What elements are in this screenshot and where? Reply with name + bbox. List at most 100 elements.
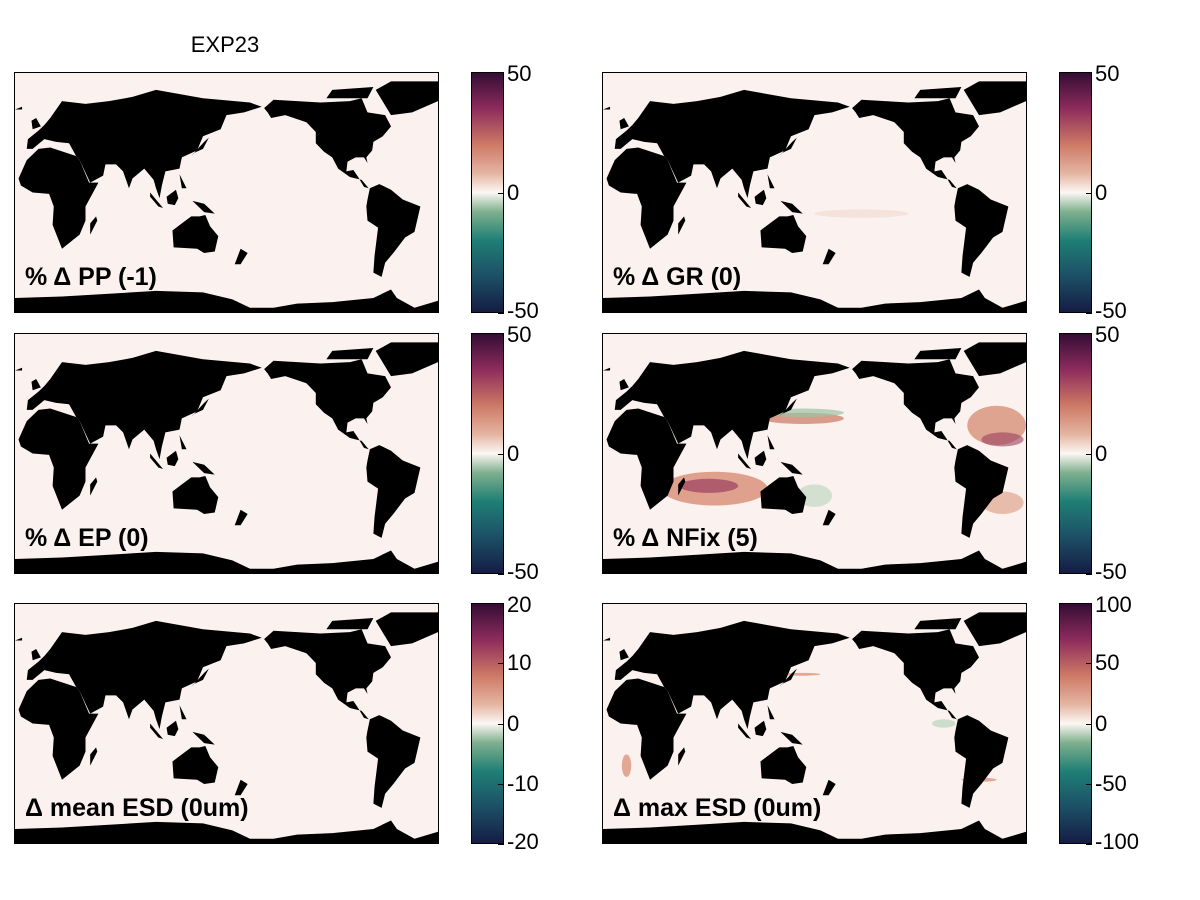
colorbar-tick (1086, 603, 1092, 604)
landmass-arctic (914, 87, 962, 99)
landmass-antarctica (15, 289, 438, 312)
world-map (15, 342, 438, 573)
landmass-namerica (852, 98, 979, 189)
landmass-newguinea (192, 461, 215, 475)
world-map (15, 612, 438, 843)
landmass-borneo (754, 450, 767, 467)
landmass-australia (760, 475, 807, 514)
landmass-africa (606, 678, 687, 780)
colorbar-tick (498, 313, 504, 314)
landmass-japan (191, 668, 209, 687)
landmass-greenland (963, 612, 1026, 647)
landmass-antarctica (603, 820, 1026, 843)
landmass-borneo (166, 450, 179, 467)
landmass-samerica (954, 445, 1009, 538)
colorbar-tick-label: 50 (1095, 322, 1120, 347)
landmass-madagascar (678, 216, 686, 235)
landmass-arctic (326, 87, 374, 99)
landmass-arctic (914, 618, 962, 630)
landmass-newguinea (192, 200, 215, 214)
anomaly-region (621, 754, 632, 777)
colorbar-tick-label: 50 (507, 322, 532, 347)
colorbar-tick-label: 0 (1095, 440, 1108, 466)
landmass-africa (18, 147, 99, 249)
colorbar-tick (1086, 844, 1092, 845)
map-panel: Δ mean ESD (0um) (14, 603, 439, 844)
colorbar-tick (1086, 313, 1092, 314)
colorbar-tick (1086, 333, 1092, 334)
colorbar-tick-label: -50 (1095, 298, 1127, 323)
landmass-iceland (603, 106, 611, 110)
colorbar-tick-label: 0 (507, 179, 520, 205)
landmass-eurasia (26, 620, 262, 730)
colorbar-tick (498, 333, 504, 334)
colorbar-tick-label: 100 (1095, 592, 1132, 617)
map-panel: Δ max ESD (0um) (602, 603, 1027, 844)
landmass-namerica (264, 98, 391, 189)
landmass-madagascar (90, 216, 98, 235)
panel-label: % Δ GR (0) (613, 263, 742, 291)
colorbar (1059, 603, 1092, 844)
landmass-iceland (15, 106, 23, 110)
map-panel: % Δ NFix (5) (602, 333, 1027, 574)
landmass-newzealand (234, 509, 248, 526)
landmass-iceland (603, 637, 611, 641)
landmass-sumatra (738, 453, 752, 469)
landmass-greenland (375, 612, 438, 647)
landmass-philippines (179, 705, 187, 720)
world-map (603, 342, 1026, 573)
landmass-japan (779, 668, 797, 687)
anomaly-region (814, 209, 909, 218)
landmass-newzealand (822, 779, 836, 796)
landmass-iceland (15, 637, 23, 641)
landmass-arctic (326, 348, 374, 360)
landmass-newzealand (822, 509, 836, 526)
landmass-antarctica (603, 550, 1026, 573)
landmass-borneo (754, 189, 767, 206)
colorbar-tick (498, 723, 504, 725)
landmass-britain (31, 117, 41, 130)
anomaly-region (932, 719, 956, 728)
landmass-newguinea (780, 461, 803, 475)
colorbar-tick (498, 192, 504, 194)
landmass-madagascar (678, 477, 686, 496)
colorbar-tick-label: 50 (1095, 61, 1120, 86)
colorbar-tick-label: -50 (1095, 559, 1127, 584)
colorbar-tick-label: 0 (507, 710, 520, 736)
colorbar-tick (498, 603, 504, 604)
colorbar-tick-label: -10 (507, 770, 539, 796)
landmass-australia (760, 214, 807, 253)
landmass-antarctica (15, 820, 438, 843)
figure-title: EXP23 (190, 32, 260, 57)
landmass-eurasia (26, 350, 262, 460)
landmass-namerica (264, 629, 391, 720)
landmass-newguinea (780, 731, 803, 745)
landmass-antarctica (603, 289, 1026, 312)
colorbar-tick-label: -50 (1095, 770, 1127, 796)
landmass-newguinea (780, 200, 803, 214)
colorbar-tick (1086, 72, 1092, 73)
colorbar-tick (498, 574, 504, 575)
colorbar-tick-label: -100 (1095, 829, 1140, 854)
landmass-sumatra (738, 723, 752, 739)
landmass-africa (18, 408, 99, 510)
colorbar-tick-label: 50 (1095, 650, 1120, 676)
world-map (15, 81, 438, 312)
landmass-australia (172, 214, 219, 253)
landmass-britain (619, 648, 629, 661)
panel-label: % Δ PP (-1) (25, 263, 157, 291)
colorbar-tick (498, 783, 504, 785)
landmass-greenland (963, 342, 1026, 377)
world-map (603, 612, 1026, 843)
landmass-philippines (767, 705, 775, 720)
colorbar-tick (498, 844, 504, 845)
landmass-australia (172, 475, 219, 514)
landmass-samerica (366, 184, 421, 277)
landmass-sumatra (150, 723, 164, 739)
landmass-australia (760, 745, 807, 784)
landmass-eurasia (614, 89, 850, 199)
landmass-philippines (767, 435, 775, 450)
landmass-japan (779, 398, 797, 417)
landmass-namerica (852, 629, 979, 720)
landmass-eurasia (614, 620, 850, 730)
